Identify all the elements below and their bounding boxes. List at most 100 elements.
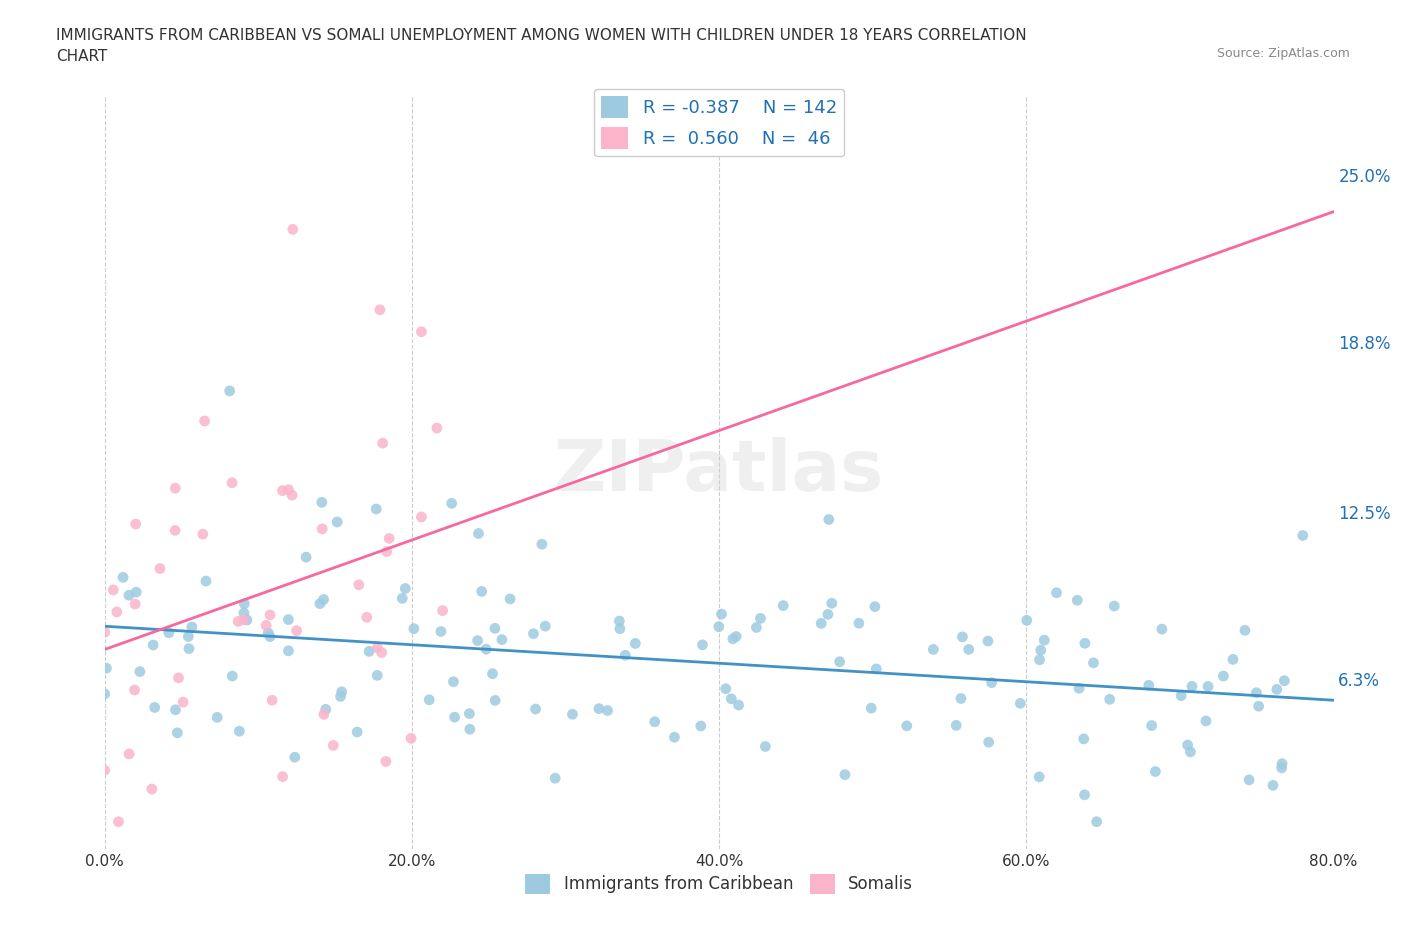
Point — [1261, 777, 1284, 792]
Point — [689, 719, 711, 734]
Point — [281, 487, 304, 502]
Point — [1247, 698, 1270, 713]
Point — [1028, 769, 1050, 784]
Point — [295, 550, 318, 565]
Point — [124, 597, 146, 612]
Point — [221, 475, 243, 490]
Point — [165, 702, 187, 717]
Point — [561, 707, 583, 722]
Point — [896, 719, 918, 734]
Point — [1085, 815, 1108, 830]
Point — [1271, 761, 1294, 776]
Point — [93, 686, 115, 701]
Point — [233, 596, 256, 611]
Point — [375, 544, 398, 559]
Point — [378, 531, 401, 546]
Point — [1073, 788, 1095, 803]
Point — [1177, 737, 1199, 752]
Point — [1074, 636, 1097, 651]
Point — [326, 514, 349, 529]
Point — [330, 684, 353, 699]
Point — [714, 682, 737, 697]
Point — [1265, 682, 1288, 697]
Point — [228, 724, 250, 738]
Point — [609, 614, 631, 629]
Point — [443, 674, 465, 689]
Point — [329, 689, 352, 704]
Point — [271, 769, 294, 784]
Point — [710, 606, 733, 621]
Point — [426, 420, 449, 435]
Point — [499, 591, 522, 606]
Point — [1197, 679, 1219, 694]
Point — [524, 701, 547, 716]
Text: IMMIGRANTS FROM CARIBBEAN VS SOMALI UNEMPLOYMENT AMONG WOMEN WITH CHILDREN UNDER: IMMIGRANTS FROM CARIBBEAN VS SOMALI UNEM… — [56, 28, 1026, 64]
Point — [370, 645, 392, 660]
Point — [368, 302, 391, 317]
Point — [254, 618, 277, 632]
Point — [534, 618, 557, 633]
Point — [1028, 652, 1050, 667]
Point — [366, 501, 388, 516]
Point — [118, 747, 141, 762]
Point — [284, 750, 307, 764]
Point — [1137, 678, 1160, 693]
Point — [443, 710, 465, 724]
Point — [277, 483, 299, 498]
Point — [399, 731, 422, 746]
Point — [315, 702, 337, 717]
Point — [94, 625, 117, 640]
Point — [614, 648, 637, 663]
Point — [177, 629, 200, 644]
Point — [1170, 688, 1192, 703]
Point — [236, 613, 259, 628]
Point — [149, 561, 172, 576]
Point — [1029, 643, 1052, 658]
Point — [865, 661, 887, 676]
Point — [125, 517, 148, 532]
Point — [93, 763, 115, 777]
Point — [817, 607, 839, 622]
Point — [949, 691, 972, 706]
Point — [96, 660, 118, 675]
Point — [271, 484, 294, 498]
Point — [430, 624, 453, 639]
Point — [103, 582, 125, 597]
Point — [544, 771, 567, 786]
Point — [1292, 528, 1315, 543]
Point — [374, 754, 396, 769]
Point — [491, 632, 513, 647]
Point — [346, 724, 368, 739]
Point — [749, 611, 772, 626]
Point — [259, 607, 281, 622]
Point — [233, 605, 256, 620]
Point — [817, 512, 839, 527]
Point — [644, 714, 666, 729]
Point — [1237, 773, 1260, 788]
Point — [356, 610, 378, 625]
Point — [180, 619, 202, 634]
Point — [205, 710, 228, 724]
Point — [347, 578, 370, 592]
Point — [957, 642, 980, 657]
Point — [1195, 713, 1218, 728]
Point — [1222, 652, 1244, 667]
Point — [167, 671, 190, 685]
Point — [285, 623, 308, 638]
Point — [1066, 592, 1088, 607]
Point — [1233, 623, 1256, 638]
Point — [1180, 744, 1202, 759]
Point — [177, 641, 200, 656]
Point — [394, 581, 416, 596]
Point — [322, 738, 344, 753]
Point — [834, 767, 856, 782]
Point — [977, 633, 1000, 648]
Point — [262, 693, 284, 708]
Point — [484, 693, 506, 708]
Point — [142, 638, 165, 653]
Point — [458, 722, 481, 737]
Point — [191, 526, 214, 541]
Point — [105, 604, 128, 619]
Point — [977, 735, 1000, 750]
Point — [402, 621, 425, 636]
